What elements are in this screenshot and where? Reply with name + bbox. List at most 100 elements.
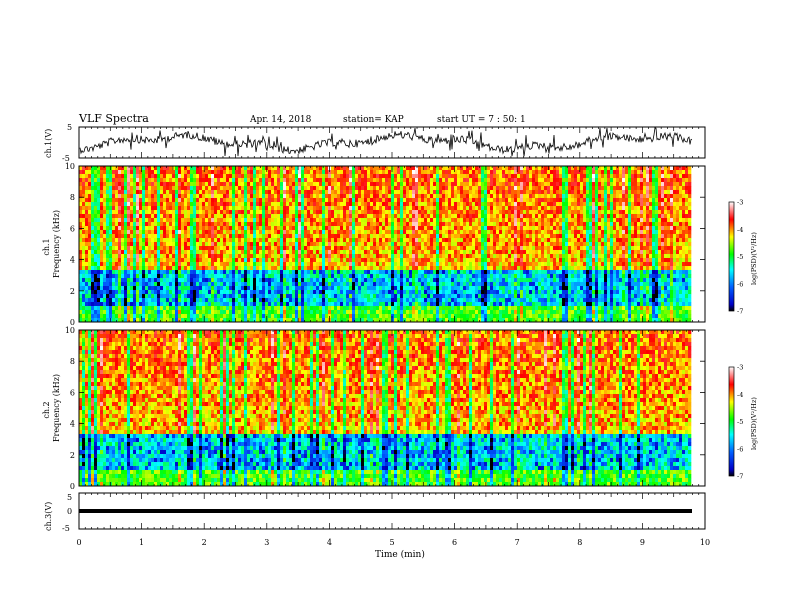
ch1-spectrogram-cell — [259, 198, 263, 203]
ch1-spectrogram-cell — [313, 230, 317, 235]
ch1-spectrogram-cell — [103, 178, 107, 183]
ch1-spectrogram-cell — [571, 182, 575, 187]
ch1-spectrogram-cell — [502, 258, 506, 263]
ch1-spectrogram-cell — [313, 254, 317, 259]
ch1-spectrogram-cell — [451, 238, 455, 243]
ch1-spectrogram-cell — [226, 250, 230, 255]
ch1-spectrogram-cell — [211, 226, 215, 231]
ch1-spectrogram-cell — [112, 198, 116, 203]
ch1-spectrogram-cell — [187, 246, 191, 251]
ch1-spectrogram-cell — [295, 170, 299, 175]
ch1-spectrogram-cell — [220, 198, 224, 203]
ch1-spectrogram-cell — [490, 202, 494, 207]
ch1-spectrogram-cell — [160, 258, 164, 263]
ch1-spectrogram-cell — [583, 206, 587, 211]
ch1-spectrogram-cell — [556, 226, 560, 231]
ch1-spectrogram-cell — [331, 202, 335, 207]
ch1-spectrogram-cell — [532, 178, 536, 183]
ch1-spectrogram-cell — [553, 250, 557, 255]
ch1-spectrogram-cell — [229, 170, 233, 175]
ch1-spectrogram-cell — [109, 226, 113, 231]
ch1-spectrogram-cell — [466, 254, 470, 259]
ch1-spectrogram-cell — [523, 182, 527, 187]
ch1-spectrogram-cell — [442, 254, 446, 259]
ch1-spectrogram-cell — [565, 198, 569, 203]
ch1-spectrogram-cell — [244, 238, 248, 243]
ch1-spectrogram-cell — [256, 210, 260, 215]
ch1-spectrogram-cell — [679, 202, 683, 207]
ch1-spectrogram-cell — [442, 210, 446, 215]
ch1-spectrogram-cell — [199, 238, 203, 243]
ch1-spectrogram-cell — [523, 194, 527, 199]
ch1-spectrogram-cell — [391, 238, 395, 243]
ch1-spectrogram-cell — [520, 178, 524, 183]
ch1-spectrogram-cell — [568, 178, 572, 183]
ch1-spectrogram-cell — [493, 178, 497, 183]
ch1-spectrogram-cell — [79, 218, 83, 223]
ch1-spectrogram-cell — [232, 254, 236, 259]
ch1-spectrogram-cell — [283, 210, 287, 215]
ch1-spectrogram-cell — [241, 254, 245, 259]
ch1-spectrogram-cell — [442, 250, 446, 255]
ch1-spectrogram-cell — [88, 198, 92, 203]
ch1-spectrogram-cell — [79, 186, 83, 191]
ch1-spectrogram-cell — [148, 226, 152, 231]
ch1-spectrogram-cell — [106, 230, 110, 235]
ch1-spectrogram-cell — [430, 222, 434, 227]
ch1-spectrogram-cell — [115, 218, 119, 223]
ch1-spectrogram-cell — [436, 242, 440, 247]
ch1-spectrogram-cell — [286, 226, 290, 231]
ch1-spectrogram-cell — [265, 182, 269, 187]
ch1-spectrogram-cell — [511, 182, 515, 187]
ch1-spectrogram-cell — [127, 166, 131, 171]
ch1-spectrogram-cell — [391, 166, 395, 171]
ch1-spectrogram-cell — [586, 198, 590, 203]
ch1-spectrogram-cell — [193, 230, 197, 235]
ch1-spectrogram-cell — [577, 182, 581, 187]
ch1-spectrogram-cell — [220, 254, 224, 259]
ch1-spectrogram-cell — [406, 250, 410, 255]
ch1-spectrogram-cell — [250, 202, 254, 207]
ch1-spectrogram-cell — [349, 214, 353, 219]
ch1-spectrogram-cell — [448, 222, 452, 227]
ch1-spectrogram-cell — [466, 210, 470, 215]
ch1-spectrogram-cell — [667, 218, 671, 223]
ch1-spectrogram-cell — [166, 186, 170, 191]
ch1-spectrogram-cell — [526, 166, 530, 171]
ch1-spectrogram-cell — [502, 170, 506, 175]
ch1-spectrogram-cell — [163, 242, 167, 247]
ch1-spectrogram-cell — [637, 258, 641, 263]
ch1-spectrogram-cell — [517, 234, 521, 239]
ch1-spectrogram-cell — [586, 178, 590, 183]
ch1-spectrogram-cell — [295, 242, 299, 247]
ch1-spectrogram-cell — [97, 238, 101, 243]
ch1-spectrogram-cell — [367, 222, 371, 227]
ch1-spectrogram-cell — [676, 254, 680, 259]
ch1-spectrogram-cell — [439, 250, 443, 255]
ch1-spectrogram-cell — [229, 198, 233, 203]
ch1-spectrogram-cell — [385, 246, 389, 251]
ch1-spectrogram-cell — [655, 242, 659, 247]
ch1-spectrogram-cell — [490, 166, 494, 171]
ch1-spectrogram-cell — [100, 202, 104, 207]
ch1-spectrogram-cell — [466, 182, 470, 187]
ch1-spectrogram-cell — [154, 198, 158, 203]
ch1-spectrogram-cell — [481, 238, 485, 243]
ch1-spectrogram-cell — [253, 182, 257, 187]
ch1-spectrogram-cell — [322, 262, 326, 267]
ch1-spectrogram-cell — [172, 222, 176, 227]
ch1-spectrogram-cell — [487, 182, 491, 187]
ch1-spectrogram-cell — [514, 166, 518, 171]
ch1-spectrogram-cell — [319, 206, 323, 211]
ch1-spectrogram-cell — [460, 246, 464, 251]
ch1-spectrogram-cell — [142, 242, 146, 247]
ch1-spectrogram-cell — [211, 182, 215, 187]
ch1-spectrogram-cell — [682, 206, 686, 211]
ch1-spectrogram-cell — [406, 246, 410, 251]
ch1-spectrogram-cell — [430, 242, 434, 247]
ch1-spectrogram-cell — [154, 174, 158, 179]
ch1-spectrogram-cell — [412, 202, 416, 207]
ch1-spectrogram-cell — [118, 234, 122, 239]
ch1-spectrogram-cell — [280, 246, 284, 251]
ch1-spectrogram-cell — [256, 218, 260, 223]
